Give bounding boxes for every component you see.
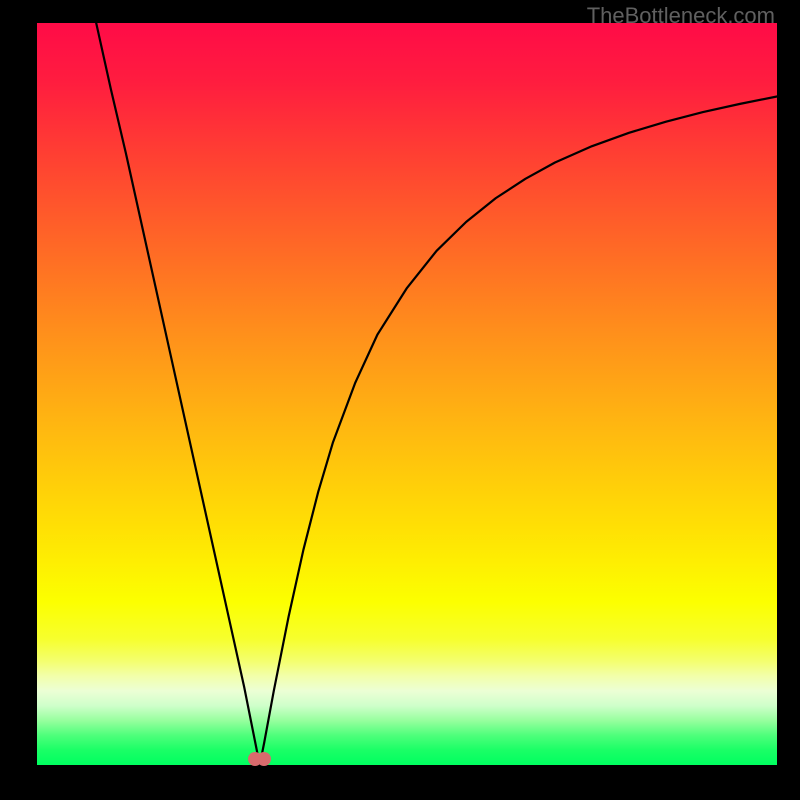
chart-frame: TheBottleneck.com [0,0,800,800]
bottleneck-curve [96,23,777,765]
plot-area [37,23,777,765]
bottleneck-marker [257,752,271,766]
watermark-text: TheBottleneck.com [587,3,775,29]
curve-svg [37,23,777,765]
